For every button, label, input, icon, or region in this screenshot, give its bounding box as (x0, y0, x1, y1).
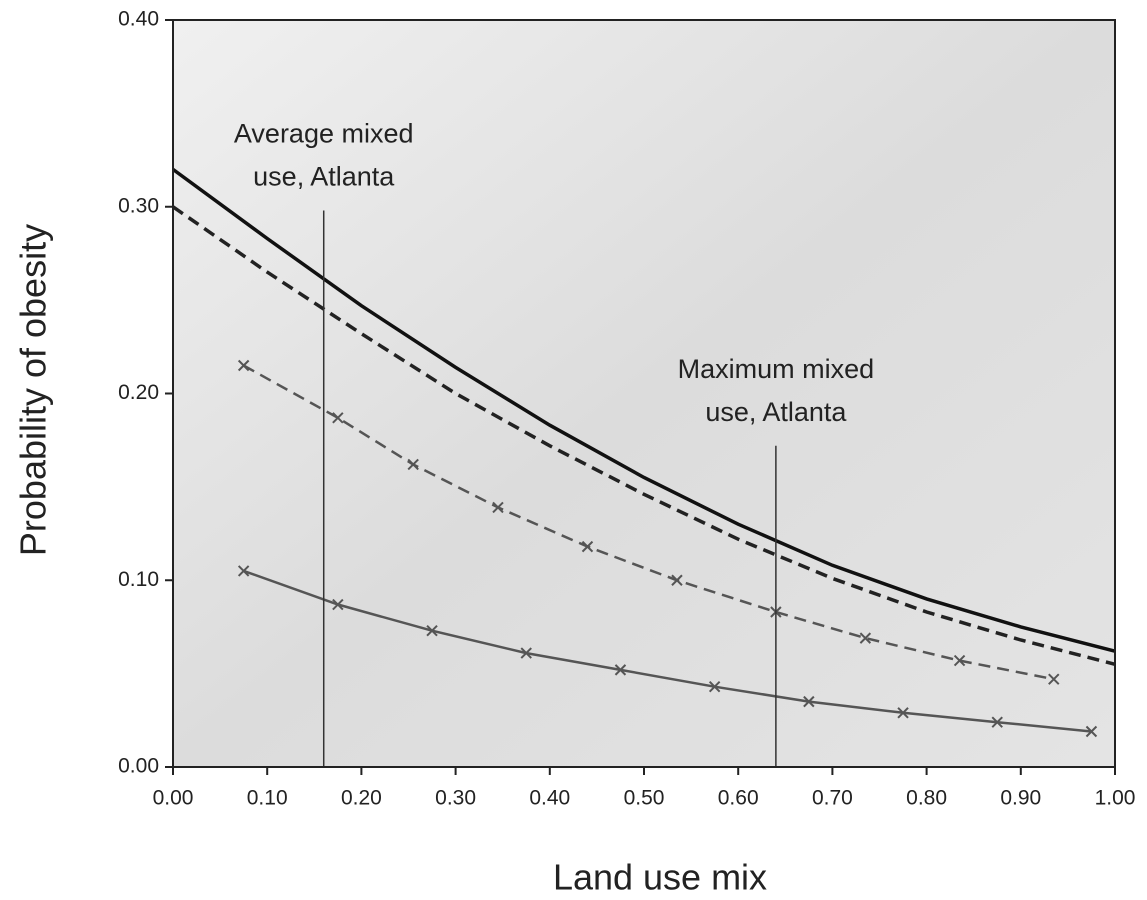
x-tick-label: 0.90 (1000, 787, 1041, 810)
annotation-text: use, Atlanta (253, 162, 395, 192)
x-tick-label: 0.80 (906, 787, 947, 810)
annotation-text: use, Atlanta (705, 397, 847, 427)
x-tick-label: 0.00 (153, 787, 194, 810)
y-tick-label: 0.10 (118, 568, 159, 591)
y-axis-title: Probability of obesity (13, 224, 54, 556)
x-tick-label: 0.20 (341, 787, 382, 810)
x-tick-label: 0.10 (247, 787, 288, 810)
x-tick-label: 0.50 (624, 787, 665, 810)
y-tick-label: 0.00 (118, 755, 159, 778)
x-axis-title: Land use mix (553, 857, 767, 898)
y-tick-label: 0.40 (118, 8, 159, 31)
chart: Land use mix Probability of obesity 0.00… (0, 0, 1147, 900)
x-tick-label: 0.70 (812, 787, 853, 810)
y-tick-label: 0.20 (118, 381, 159, 404)
x-tick-label: 1.00 (1095, 787, 1136, 810)
y-tick-label: 0.30 (118, 194, 159, 217)
x-tick-label: 0.60 (718, 787, 759, 810)
x-tick-label: 0.30 (435, 787, 476, 810)
annotation-text: Maximum mixed (678, 354, 875, 384)
x-tick-label: 0.40 (529, 787, 570, 810)
annotation-text: Average mixed (234, 119, 414, 149)
